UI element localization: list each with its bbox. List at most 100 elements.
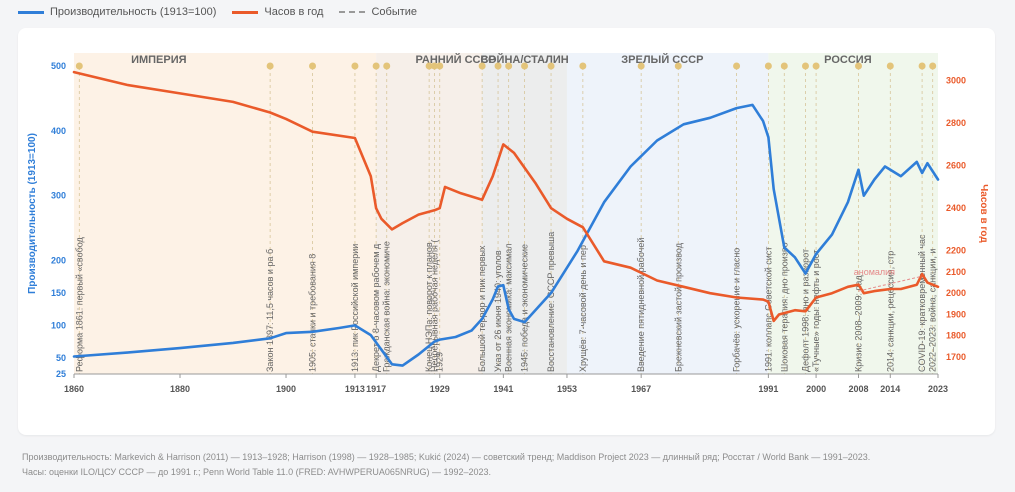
event-dot-9	[478, 62, 486, 70]
event-label-18: 1991: коллапс Советской сист	[763, 247, 773, 372]
event-dot-19	[780, 62, 788, 70]
y-left-tick-label-6: 400	[51, 126, 66, 136]
chart-card: ИМПЕРИЯ РАННИЙ СССР ВОЙНА/СТАЛИН ЗРЕЛЫЙ ССС…	[18, 28, 995, 435]
event-dot-18	[764, 62, 772, 70]
legend-item-event[interactable]: Событие	[339, 6, 417, 18]
event-dot-23	[886, 62, 894, 70]
y-right-tick-label-5: 2200	[946, 246, 966, 256]
y-right-tick-label-8: 2800	[946, 118, 966, 128]
event-dot-20	[801, 62, 809, 70]
event-dot-6	[425, 62, 433, 70]
event-dot-5	[383, 62, 391, 70]
y-right-tick-label-3: 2000	[946, 288, 966, 298]
event-dot-16	[674, 62, 682, 70]
event-label-21: «Тучные» годы: нефть и рост	[811, 250, 821, 372]
event-label-10: Указ от 26 июня 1940: уголов	[493, 250, 503, 372]
event-dot-25	[929, 62, 937, 70]
event-label-15: Введение пятидневной рабочей	[636, 238, 646, 372]
y-right-tick-label-6: 2400	[946, 203, 966, 213]
event-label-19: Шоковая терапия: дно произво	[779, 242, 789, 372]
legend: Производительность (1913=100) Часов в го…	[18, 3, 417, 21]
series-line-0	[72, 103, 940, 367]
event-label-24: COVID-19: кратковременный час	[917, 234, 927, 372]
event-dot-2	[309, 62, 317, 70]
legend-item-productivity[interactable]: Производительность (1913=100)	[18, 6, 216, 18]
event-dot-7	[430, 62, 438, 70]
event-label-9: Большой террор и пик первых	[477, 245, 487, 372]
x-tick-label-9: 1991	[758, 384, 778, 394]
y-left-tick-label-4: 200	[51, 256, 66, 266]
event-dot-0	[75, 62, 83, 70]
source-note: Производительность: Markevich & Harrison…	[22, 450, 1002, 480]
event-dot-21	[812, 62, 820, 70]
event-label-8: 1929	[435, 352, 445, 372]
event-label-6: Конец НЭПа: поворот к планов	[424, 242, 434, 372]
x-tick-label-0: 1860	[64, 384, 84, 394]
y-right-tick-label-9: 3000	[946, 76, 966, 86]
era-label-4: РОССИЯ	[824, 54, 872, 66]
y-left-tick-label-3: 150	[51, 288, 66, 298]
event-label-14: Хрущёв: 7-часовой день и пер	[578, 245, 588, 372]
event-dot-8	[436, 62, 444, 70]
event-label-2: 1905: стачки и требования 8	[308, 254, 318, 372]
era-label-3: ЗРЕЛЫЙ СССР	[621, 53, 703, 66]
x-tick-label-4: 1917	[366, 384, 386, 394]
event-label-0: Реформа 1861: первый «свобод	[74, 236, 84, 372]
x-tick-label-11: 2008	[848, 384, 868, 394]
era-band-4	[768, 53, 938, 374]
x-tick-label-8: 1967	[631, 384, 651, 394]
legend-item-hours[interactable]: Часов в год	[232, 6, 323, 18]
source-line-hours: Часы: оценки ILO/ЦСУ СССР — до 1991 г.; …	[22, 467, 491, 477]
x-tick-label-2: 1900	[276, 384, 296, 394]
legend-label-event: Событие	[371, 6, 418, 18]
x-tick-label-5: 1929	[430, 384, 450, 394]
y-left-tick-label-1: 50	[56, 353, 66, 363]
event-label-12: 1945: победа и экономические	[520, 244, 530, 372]
era-label-0: ИМПЕРИЯ	[131, 54, 187, 66]
event-label-7: Непрерывная рабочая неделя (	[429, 240, 439, 372]
event-label-17: Горбачёв: ускорение и гласно	[732, 248, 742, 372]
era-band-0	[74, 53, 377, 374]
event-label-3: 1913: пик Российской империи	[350, 244, 360, 372]
event-label-1: Закон 1897: 11,5 часов и ра б	[265, 249, 275, 372]
series-line-1	[72, 70, 940, 323]
y-left-axis-title: Производительность (1913=100)	[27, 133, 38, 294]
y-left-tick-label-0: 25	[56, 369, 66, 379]
event-label-22: Кризис 2008–2009: пад	[853, 275, 863, 372]
anomaly-trend-line	[858, 275, 923, 292]
event-dot-24	[918, 62, 926, 70]
x-tick-label-3: 1913	[345, 384, 365, 394]
era-band-3	[566, 53, 769, 374]
event-label-16: Брежневский застой: производ	[673, 242, 683, 372]
source-line-productivity: Производительность: Markevich & Harrison…	[22, 452, 871, 462]
y-right-tick-label-7: 2600	[946, 161, 966, 171]
x-tick-label-1: 1880	[170, 384, 190, 394]
event-dot-22	[854, 62, 862, 70]
event-label-5: Гражданская война: экономиче	[382, 241, 392, 372]
event-dot-17	[733, 62, 741, 70]
legend-swatch-event	[339, 11, 366, 13]
event-label-13: Восстановление: СССР превыша	[546, 232, 556, 372]
y-right-tick-label-2: 1900	[946, 309, 966, 319]
legend-swatch-hours	[232, 10, 259, 14]
legend-swatch-productivity	[18, 10, 44, 14]
x-tick-label-6: 1941	[493, 384, 513, 394]
x-tick-label-10: 2000	[806, 384, 826, 394]
event-label-23: 2014: санкции, рецессия, стр	[885, 251, 895, 372]
legend-label-productivity: Производительность (1913=100)	[50, 6, 217, 18]
event-dot-14	[579, 62, 587, 70]
y-right-tick-label-4: 2100	[946, 267, 966, 277]
event-dot-12	[521, 62, 529, 70]
event-dot-15	[637, 62, 645, 70]
x-tick-label-12: 2014	[880, 384, 900, 394]
y-left-tick-label-7: 500	[51, 61, 66, 71]
era-label-2: ВОЙНА/СТАЛИН	[480, 53, 568, 66]
y-right-axis-title: Часов в год	[978, 184, 989, 243]
x-tick-label-13: 2023	[928, 384, 948, 394]
anomaly-label: аномалия	[854, 267, 895, 277]
event-label-25: 2022–2023: война, санкции, и	[928, 249, 938, 372]
y-left-tick-label-5: 300	[51, 191, 66, 201]
event-dot-10	[494, 62, 502, 70]
event-label-4: Декрет о 8-часовом рабочем д	[371, 243, 381, 372]
event-dot-3	[351, 62, 359, 70]
